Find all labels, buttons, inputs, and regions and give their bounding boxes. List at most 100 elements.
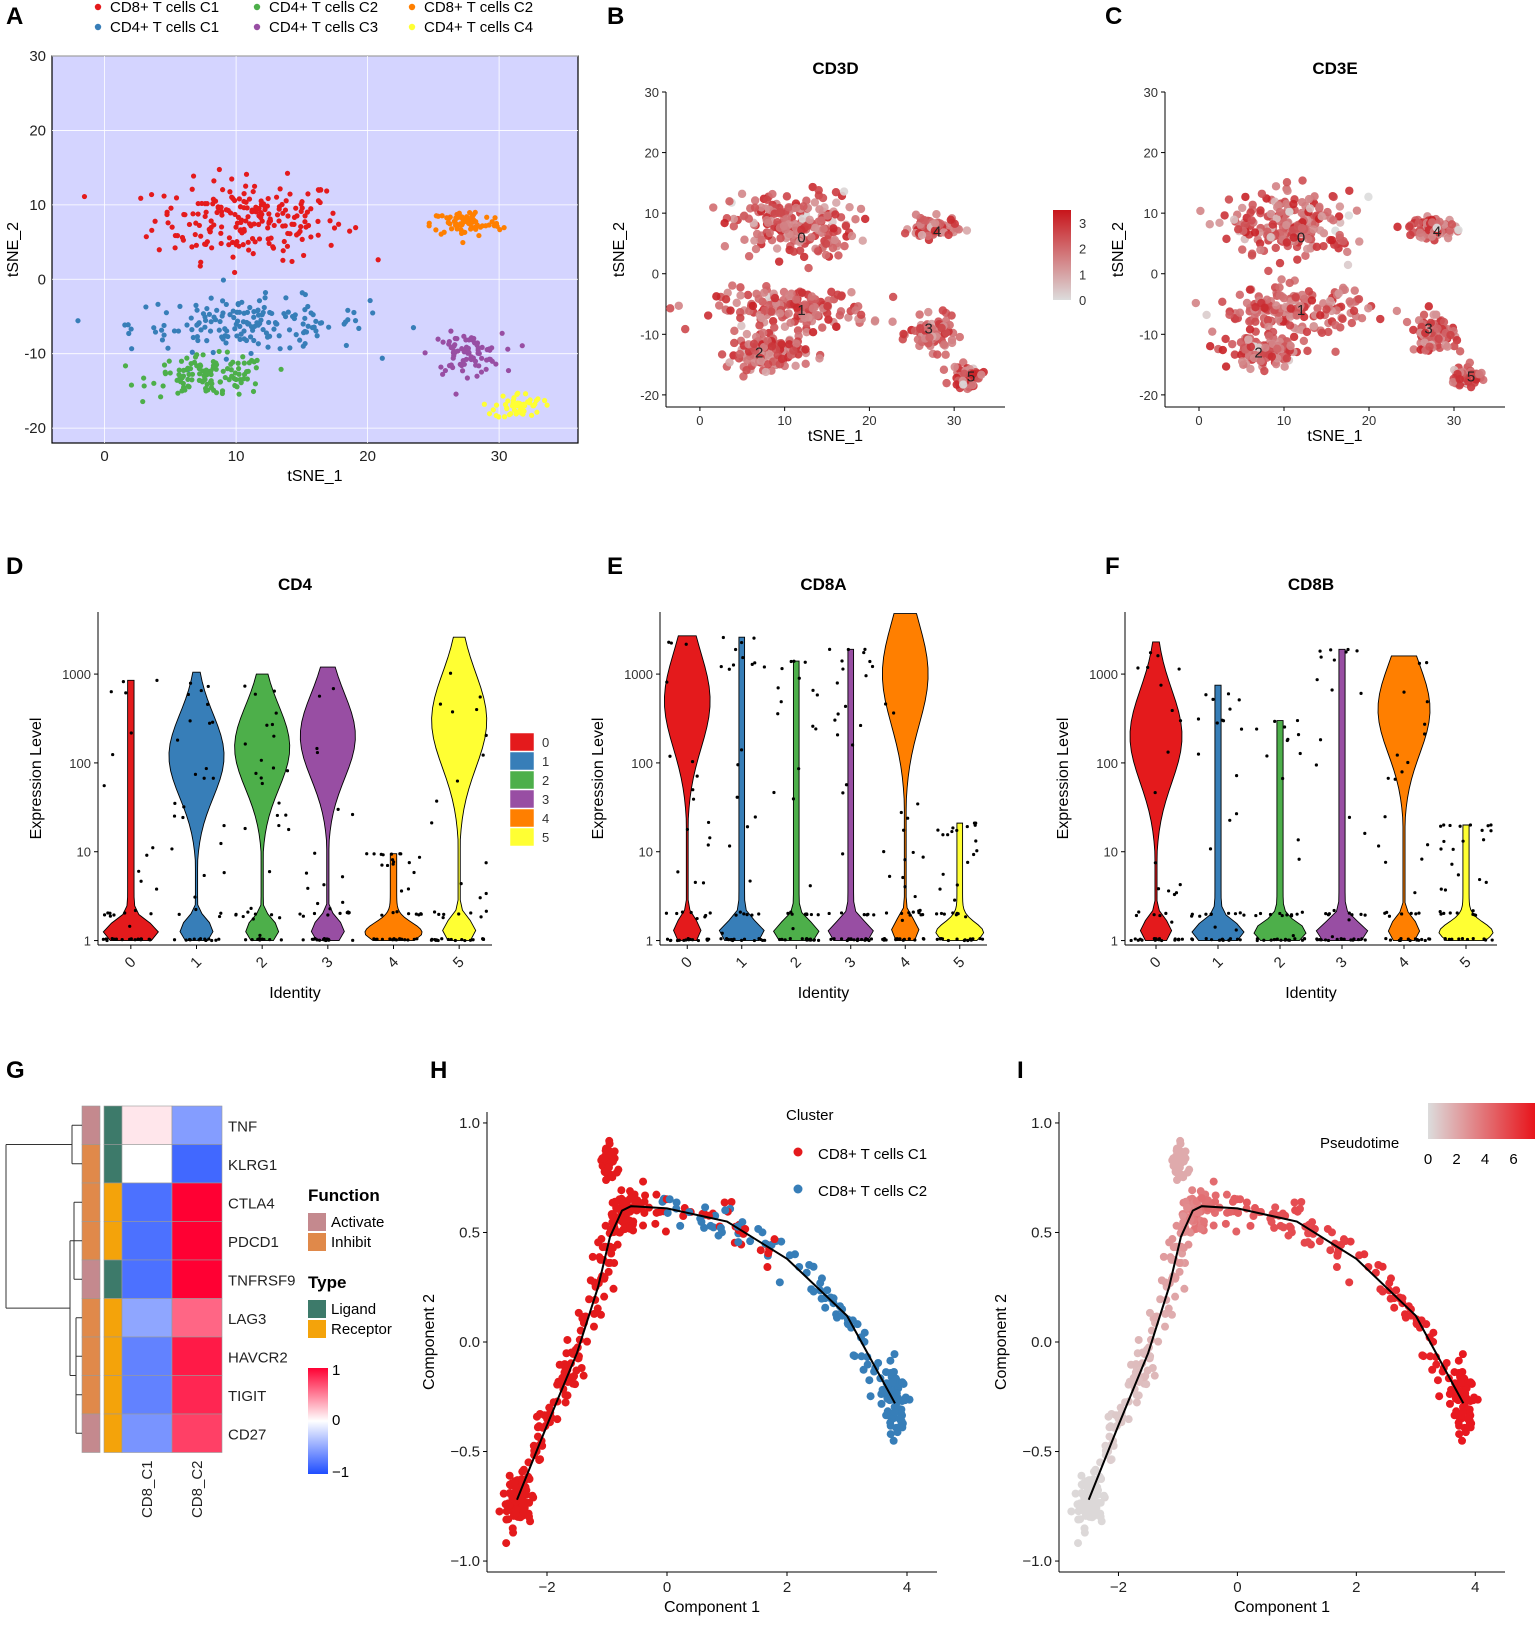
data-point [887,874,892,878]
data-point [807,1285,816,1294]
heatmap-cell [171,1144,223,1184]
data-point [284,170,291,176]
data-point [1392,306,1402,316]
data-point [809,912,814,917]
data-point [1241,192,1250,202]
data-point [532,1412,541,1421]
data-point [611,1197,620,1206]
data-point [1469,1396,1478,1405]
data-point [1153,861,1157,865]
data-point [800,300,809,309]
data-point [1282,178,1292,187]
data-point [1199,1217,1208,1226]
data-point [264,334,271,340]
data-point [1161,1322,1170,1331]
data-point [504,406,510,412]
data-point [1148,1364,1157,1372]
data-point [1235,937,1240,941]
data-point [313,328,319,334]
data-point [340,875,345,879]
data-point [1463,1414,1472,1423]
data-point [283,295,289,301]
data-point [1376,844,1381,848]
data-point [946,938,950,943]
data-point [210,938,214,943]
legend-label: CD4+ T cells C3 [269,19,378,36]
data-point [721,635,725,640]
data-point [237,336,243,342]
data-point [230,308,236,314]
data-point [541,397,548,404]
data-point [921,855,925,859]
data-point [459,882,463,886]
data-point [206,311,213,317]
data-point [1406,230,1415,240]
data-point [510,397,517,404]
data-point [158,394,164,400]
data-point [840,241,849,251]
data-point [815,693,819,697]
data-point [206,226,212,232]
data-point [1229,215,1239,224]
data-point [282,207,289,213]
data-point [1211,1197,1220,1206]
data-point [1490,938,1494,942]
data-point [955,883,959,887]
data-point [1134,913,1139,918]
data-point [936,828,940,832]
data-point [1193,1208,1202,1217]
data-point [534,409,540,415]
data-point [817,216,826,225]
data-point [950,362,959,372]
data-point [448,226,455,232]
y-axis-label: Expression Level [1055,718,1072,840]
data-point [1247,216,1256,225]
data-point [145,853,149,857]
data-point [167,370,173,376]
data-point [925,333,934,342]
data-point [1439,317,1449,327]
data-point [1458,1350,1467,1359]
data-point [759,342,769,352]
data-point [317,938,322,942]
data-point [123,911,127,915]
data-point [216,166,222,173]
data-point [202,317,209,324]
data-point [241,360,247,366]
data-point [208,218,214,224]
data-point [1465,358,1475,367]
y-tick-label: 100 [1096,756,1118,771]
data-point [841,852,845,856]
data-point [230,254,236,260]
data-point [331,225,338,231]
data-point [199,688,203,693]
data-point [175,738,180,742]
data-point [208,295,214,301]
data-point [951,911,955,915]
data-point [911,850,915,855]
data-point [1297,1197,1306,1206]
data-point [950,829,954,834]
data-point [353,225,359,231]
data-point [265,723,269,727]
data-point [1168,1235,1177,1244]
data-point [406,912,411,916]
data-point [1298,751,1302,756]
data-point [120,937,124,942]
data-point [917,230,927,240]
data-point [583,1337,592,1346]
data-point [742,912,746,916]
data-point [1393,222,1402,232]
data-point [294,213,300,219]
data-point [804,937,808,941]
data-point [293,205,299,211]
data-point [720,218,729,228]
data-point [665,680,669,684]
data-point [224,328,230,334]
data-point [189,377,195,383]
data-point [461,349,467,355]
data-point [1484,880,1488,885]
x-tick-label: 3 [841,954,859,972]
data-point [1402,690,1406,694]
data-point [740,640,744,645]
